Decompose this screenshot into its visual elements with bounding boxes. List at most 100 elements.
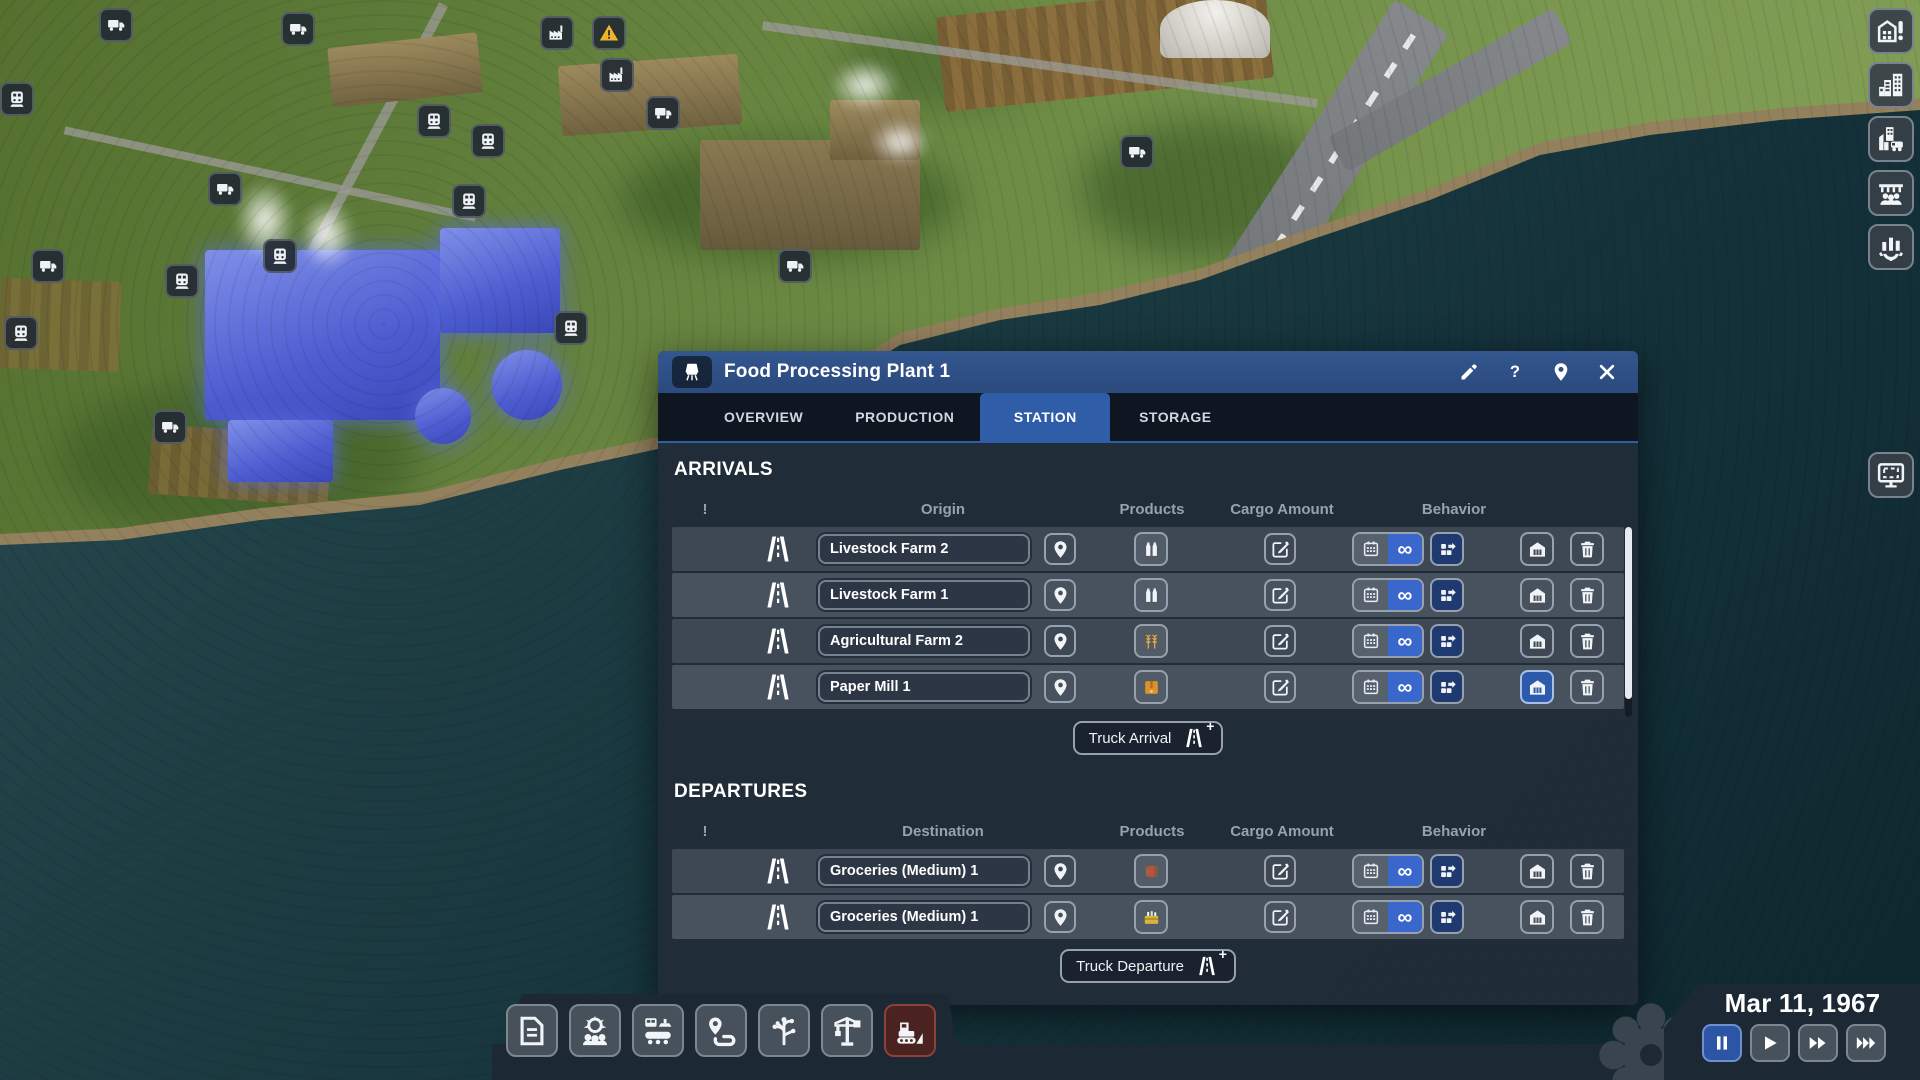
infinity-icon[interactable]: ∞: [1388, 626, 1422, 656]
demolish-bulldozer-icon[interactable]: [884, 1004, 936, 1057]
edit-cargo-icon[interactable]: [1264, 901, 1296, 933]
calendar-icon[interactable]: [1354, 534, 1388, 564]
origin-field[interactable]: Livestock Farm 1: [818, 580, 1030, 610]
infinity-icon[interactable]: ∞: [1388, 672, 1422, 702]
truck-stop-badge[interactable]: [31, 249, 65, 283]
factory-badge[interactable]: [540, 16, 574, 50]
product-milk-icon[interactable]: [1134, 578, 1168, 612]
warehouse-icon[interactable]: [1520, 624, 1554, 658]
tab-overview[interactable]: OVERVIEW: [724, 409, 804, 425]
delete-icon[interactable]: [1570, 670, 1604, 704]
transfer-cargo-icon[interactable]: [1430, 624, 1464, 658]
locate-pin-icon[interactable]: [1044, 625, 1076, 657]
schedule-mode-toggle[interactable]: ∞: [1352, 900, 1424, 934]
calendar-icon[interactable]: [1354, 672, 1388, 702]
destination-field[interactable]: Groceries (Medium) 1: [818, 902, 1030, 932]
selected-plant-building[interactable]: [228, 420, 333, 482]
delete-icon[interactable]: [1570, 624, 1604, 658]
locate-pin-icon[interactable]: [1044, 671, 1076, 703]
construction-crane-icon[interactable]: [821, 1004, 873, 1057]
tab-station[interactable]: STATION: [980, 393, 1111, 441]
documents-icon[interactable]: [506, 1004, 558, 1057]
train-station-badge[interactable]: [263, 239, 297, 273]
arrivals-scrollbar[interactable]: [1625, 527, 1632, 717]
help-icon[interactable]: [1498, 355, 1532, 389]
close-icon[interactable]: [1590, 355, 1624, 389]
locate-pin-icon[interactable]: [1044, 855, 1076, 887]
infinity-icon[interactable]: ∞: [1388, 856, 1422, 886]
train-station-badge[interactable]: [4, 316, 38, 350]
fast-forward-icon[interactable]: [1798, 1024, 1838, 1062]
transfer-cargo-icon[interactable]: [1430, 670, 1464, 704]
train-station-badge[interactable]: [165, 264, 199, 298]
transfer-cargo-icon[interactable]: [1430, 854, 1464, 888]
warning-badge[interactable]: [592, 16, 626, 50]
edit-cargo-icon[interactable]: [1264, 855, 1296, 887]
edit-cargo-icon[interactable]: [1264, 579, 1296, 611]
origin-field[interactable]: Agricultural Farm 2: [818, 626, 1030, 656]
vehicles-icon[interactable]: [632, 1004, 684, 1057]
truck-stop-badge[interactable]: [646, 96, 680, 130]
industry-management-icon[interactable]: [569, 1004, 621, 1057]
destination-field[interactable]: Groceries (Medium) 1: [818, 856, 1030, 886]
transfer-cargo-icon[interactable]: [1430, 900, 1464, 934]
train-station-badge[interactable]: [0, 82, 34, 116]
train-station-badge[interactable]: [554, 311, 588, 345]
product-meat-box-icon[interactable]: [1134, 854, 1168, 888]
tab-production[interactable]: PRODUCTION: [855, 409, 955, 425]
play-icon[interactable]: [1750, 1024, 1790, 1062]
fastest-forward-icon[interactable]: [1846, 1024, 1886, 1062]
truck-stop-badge[interactable]: [281, 12, 315, 46]
delete-icon[interactable]: [1570, 900, 1604, 934]
truck-stop-badge[interactable]: [99, 8, 133, 42]
edit-cargo-icon[interactable]: [1264, 671, 1296, 703]
edit-cargo-icon[interactable]: [1264, 625, 1296, 657]
warehouse-icon[interactable]: [1520, 670, 1554, 704]
locate-pin-icon[interactable]: [1044, 533, 1076, 565]
schedule-mode-toggle[interactable]: ∞: [1352, 624, 1424, 658]
train-station-badge[interactable]: [417, 104, 451, 138]
edit-pencil-icon[interactable]: [1452, 355, 1486, 389]
product-wheat-icon[interactable]: [1134, 624, 1168, 658]
locate-pin-icon[interactable]: [1044, 901, 1076, 933]
transfer-cargo-icon[interactable]: [1430, 532, 1464, 566]
selected-plant-building[interactable]: [440, 228, 560, 333]
calendar-icon[interactable]: [1354, 856, 1388, 886]
add-truck-arrival-button[interactable]: Truck Arrival +: [1072, 718, 1224, 755]
product-milk-icon[interactable]: [1134, 532, 1168, 566]
warehouse-icon[interactable]: [1520, 900, 1554, 934]
schedule-mode-toggle[interactable]: ∞: [1352, 532, 1424, 566]
add-truck-departure-button[interactable]: Truck Departure +: [1060, 946, 1236, 983]
selected-plant-silo[interactable]: [492, 350, 562, 420]
delete-icon[interactable]: [1570, 532, 1604, 566]
selected-plant-building[interactable]: [205, 250, 440, 420]
truck-stop-badge[interactable]: [1120, 135, 1154, 169]
routes-icon[interactable]: [695, 1004, 747, 1057]
logistics-depot-icon[interactable]: [1868, 116, 1914, 162]
truck-stop-badge[interactable]: [778, 249, 812, 283]
research-tree-icon[interactable]: [758, 1004, 810, 1057]
warehouse-icon[interactable]: [1520, 532, 1554, 566]
infinity-icon[interactable]: ∞: [1388, 534, 1422, 564]
dialog-header[interactable]: Food Processing Plant 1: [658, 351, 1638, 393]
factory-badge[interactable]: [600, 58, 634, 92]
calendar-icon[interactable]: [1354, 626, 1388, 656]
selected-plant-silo[interactable]: [415, 388, 471, 444]
schedule-mode-toggle[interactable]: ∞: [1352, 854, 1424, 888]
warehouse-icon[interactable]: [1520, 578, 1554, 612]
tab-storage[interactable]: STORAGE: [1139, 409, 1212, 425]
schedule-mode-toggle[interactable]: ∞: [1352, 578, 1424, 612]
statistics-icon[interactable]: [1868, 224, 1914, 270]
truck-stop-badge[interactable]: [208, 172, 242, 206]
transfer-cargo-icon[interactable]: [1430, 578, 1464, 612]
truck-stop-badge[interactable]: [153, 410, 187, 444]
workforce-icon[interactable]: [1868, 170, 1914, 216]
product-goods-box-icon[interactable]: [1134, 670, 1168, 704]
warehouse-icon[interactable]: [1520, 854, 1554, 888]
industry-alert-icon[interactable]: [1868, 8, 1914, 54]
edit-cargo-icon[interactable]: [1264, 533, 1296, 565]
delete-icon[interactable]: [1570, 854, 1604, 888]
product-food-crate-icon[interactable]: [1134, 900, 1168, 934]
city-buildings-icon[interactable]: [1868, 62, 1914, 108]
screen-mode-icon[interactable]: [1868, 452, 1914, 498]
